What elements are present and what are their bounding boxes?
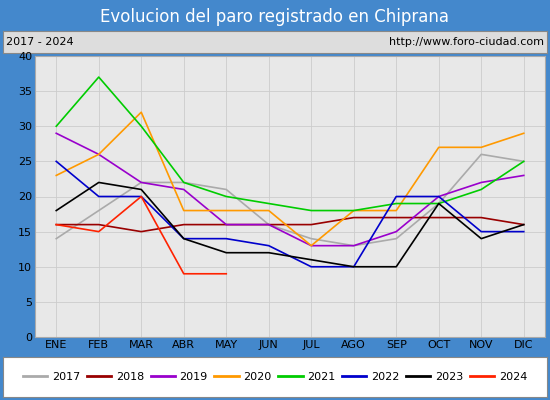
Text: http://www.foro-ciudad.com: http://www.foro-ciudad.com bbox=[389, 37, 544, 47]
Legend: 2017, 2018, 2019, 2020, 2021, 2022, 2023, 2024: 2017, 2018, 2019, 2020, 2021, 2022, 2023… bbox=[19, 368, 531, 386]
Text: 2017 - 2024: 2017 - 2024 bbox=[6, 37, 73, 47]
Text: Evolucion del paro registrado en Chiprana: Evolucion del paro registrado en Chipran… bbox=[101, 8, 449, 26]
